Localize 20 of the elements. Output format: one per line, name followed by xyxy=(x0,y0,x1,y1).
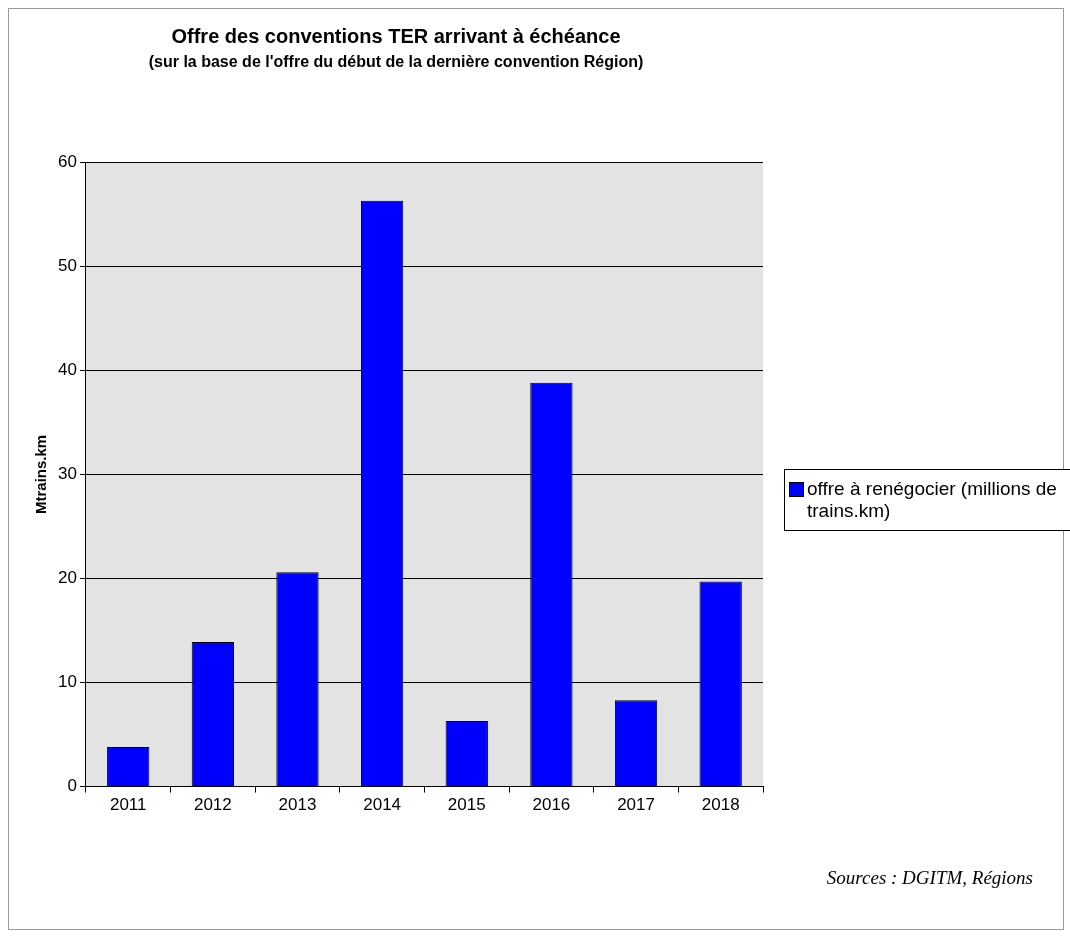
chart-title: Offre des conventions TER arrivant à échéance xyxy=(171,24,621,47)
y-tick-label: 0 xyxy=(67,776,77,796)
x-tick-label: 2012 xyxy=(193,795,232,815)
source-note: Sources : DGITM, Régions xyxy=(826,867,1033,889)
y-tick-label: 10 xyxy=(57,672,77,692)
y-tick-label: 60 xyxy=(57,151,77,171)
x-tick-label: 2013 xyxy=(278,795,317,815)
y-tick-label: 20 xyxy=(57,568,77,588)
x-tick-label: 2017 xyxy=(617,795,655,815)
x-tick-label: 2018 xyxy=(701,795,740,815)
x-tick-label: 2014 xyxy=(363,795,402,815)
chart-subtitle: (sur la base de l'offre du début de la dernière convention Région) xyxy=(148,53,644,71)
y-axis-title: Mtrains.km xyxy=(32,434,50,514)
x-tick-label: 2016 xyxy=(532,795,571,815)
legend-label: offre à renégocier (millions de trains.km) xyxy=(807,478,1058,522)
y-tick-label: 30 xyxy=(57,464,77,484)
x-tick-label: 2015 xyxy=(447,795,486,815)
y-tick-label: 40 xyxy=(57,360,77,380)
y-tick-label: 50 xyxy=(57,255,77,275)
x-tick-label: 2011 xyxy=(109,795,147,815)
